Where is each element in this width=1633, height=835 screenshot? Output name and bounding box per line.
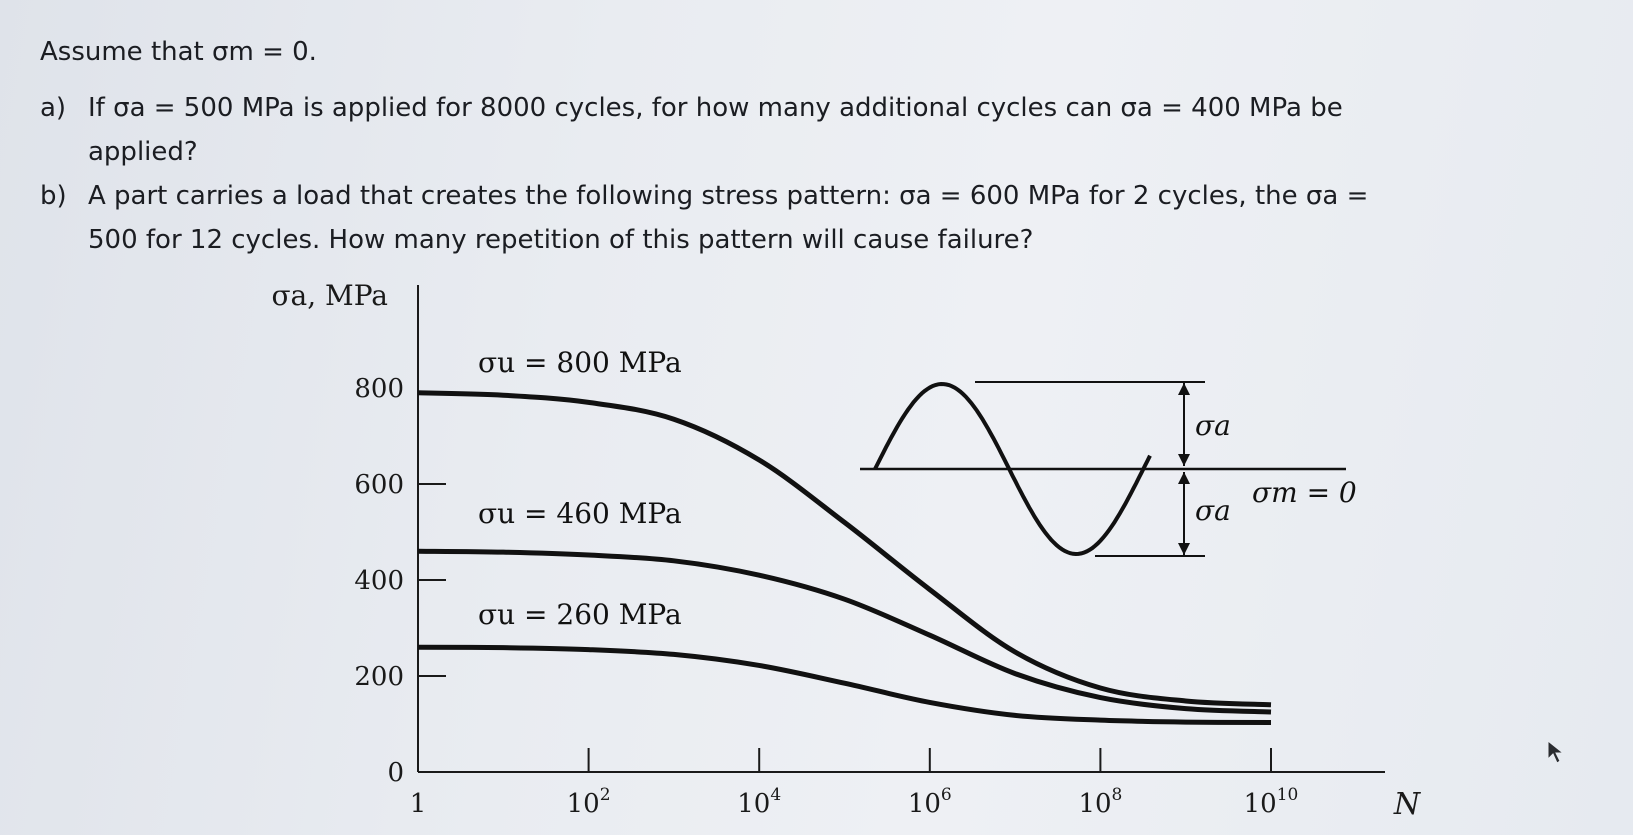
x-tick-label-10000000000: 1010 [1244, 785, 1299, 819]
chart-ticks: 0 200 400 600 800 1 102 104 106 108 1010 [354, 374, 1298, 819]
x-tick-label-1000000: 106 [908, 785, 952, 819]
amplitude-arrow-lower-head-bottom [1178, 543, 1190, 555]
part-a-line-2: applied? [88, 137, 198, 167]
x-axis-label: N [1393, 787, 1422, 822]
series-label-1: σu = 800 MPa [478, 346, 682, 379]
inset-amplitude-label-upper: σa [1195, 409, 1231, 442]
x-tick-label-100: 102 [567, 785, 611, 819]
part-b-line-2: 500 for 12 cycles. How many repetition o… [88, 225, 1034, 255]
inset-sine-wave [873, 381, 1152, 557]
part-a-line-1: If σa = 500 MPa is applied for 8000 cycl… [88, 93, 1343, 123]
series-line-2 [417, 548, 1272, 715]
amplitude-arrow-upper-head-top [1178, 383, 1190, 395]
part-a-label: a) [40, 93, 67, 123]
chart-curves [417, 390, 1272, 726]
stress-cycle-inset: σa σa σm = 0 [860, 381, 1357, 557]
part-b-label: b) [40, 181, 67, 211]
problem-intro: Assume that σm = 0. [40, 37, 317, 67]
x-tick-label-1: 1 [410, 789, 427, 819]
y-tick-label-200: 200 [354, 662, 404, 692]
y-tick-label-400: 400 [354, 566, 404, 596]
inset-amplitude-label-lower: σa [1195, 494, 1231, 527]
y-tick-label-0: 0 [387, 758, 404, 788]
series-label-2: σu = 460 MPa [478, 497, 682, 530]
amplitude-arrow-lower-head-top [1178, 472, 1190, 484]
x-tick-label-10000: 104 [737, 785, 781, 819]
series-line-1 [417, 390, 1272, 708]
mouse-pointer-icon [1546, 739, 1568, 769]
chart-axes [417, 285, 1385, 773]
amplitude-arrow-upper-head-bottom [1178, 454, 1190, 466]
series-line-3 [417, 644, 1272, 726]
part-b-line-1: A part carries a load that creates the f… [88, 181, 1369, 211]
y-tick-label-800: 800 [354, 374, 404, 404]
y-axis-label: σa, MPa [271, 279, 388, 312]
inset-mean-label: σm = 0 [1252, 476, 1357, 509]
x-tick-label-100000000: 108 [1078, 785, 1122, 819]
y-tick-label-600: 600 [354, 470, 404, 500]
series-label-3: σu = 260 MPa [478, 598, 682, 631]
chart-labels: σa, MPa Nσu = 800 MPa σu = 460 MPa σu = 260… [271, 279, 1421, 822]
